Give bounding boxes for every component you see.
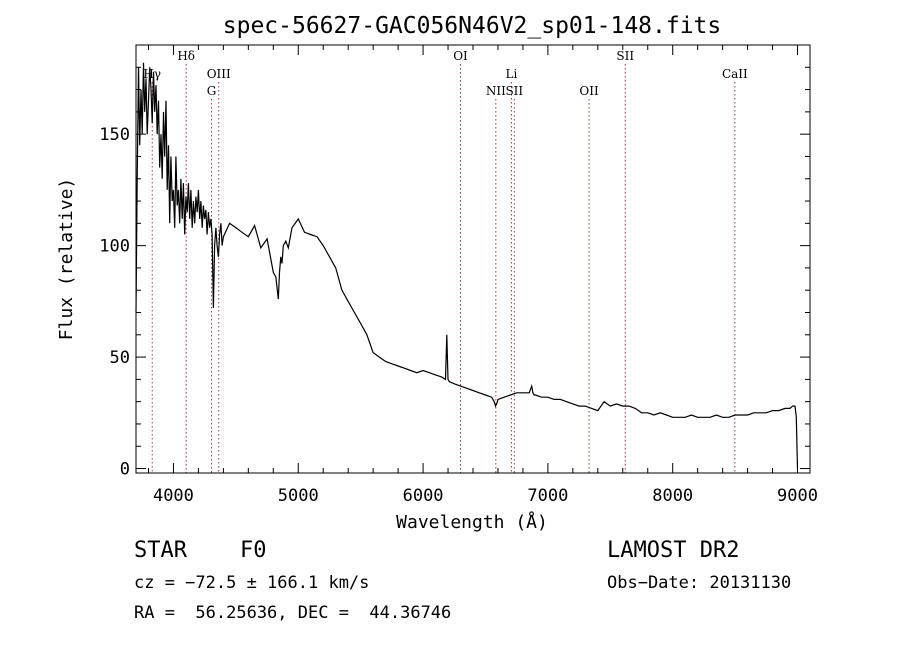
y-tick-label: 0	[120, 460, 130, 480]
marker-label: Li	[506, 67, 518, 81]
object-class: STAR F0	[134, 538, 267, 563]
marker-label: OII	[579, 84, 599, 98]
marker-label: Hγ	[143, 67, 161, 81]
x-tick-label: 7000	[527, 486, 568, 506]
y-tick-label: 150	[99, 125, 130, 145]
y-axis: 0 50 100 150	[99, 66, 810, 480]
x-tick-label: 9000	[777, 486, 818, 506]
observation-date: Obs−Date: 20131130	[607, 573, 792, 593]
chart-title: spec-56627-GAC056N46V2_sp01-148.fits	[223, 13, 722, 39]
x-axis-label: Wavelength (Å)	[396, 511, 548, 533]
marker-label: SII	[505, 84, 523, 98]
marker-label: Hδ	[177, 49, 195, 63]
y-axis-label: Flux (relative)	[56, 178, 77, 341]
marker-label: CaII	[722, 67, 748, 81]
marker-label: OI	[453, 49, 468, 63]
marker-label: SII	[616, 49, 634, 63]
y-tick-label: 100	[99, 237, 130, 257]
plot-frame	[135, 44, 811, 474]
marker-label: OIII	[207, 67, 231, 81]
marker-label: G	[207, 84, 217, 98]
spectrum-line	[135, 62, 799, 469]
x-tick-label: 5000	[278, 486, 319, 506]
x-axis: 4000 5000 6000 7000 8000 9000	[147, 45, 818, 506]
marker-label: NII	[486, 84, 506, 98]
survey-name: LAMOST DR2	[607, 538, 740, 563]
x-tick-label: 6000	[403, 486, 444, 506]
redshift-readout: cz = −72.5 ± 166.1 km/s	[134, 573, 370, 593]
sky-coordinates: RA = 56.25636, DEC = 44.36746	[134, 603, 452, 623]
y-tick-label: 50	[110, 348, 130, 368]
x-tick-label: 4000	[153, 486, 194, 506]
x-tick-label: 8000	[652, 486, 693, 506]
